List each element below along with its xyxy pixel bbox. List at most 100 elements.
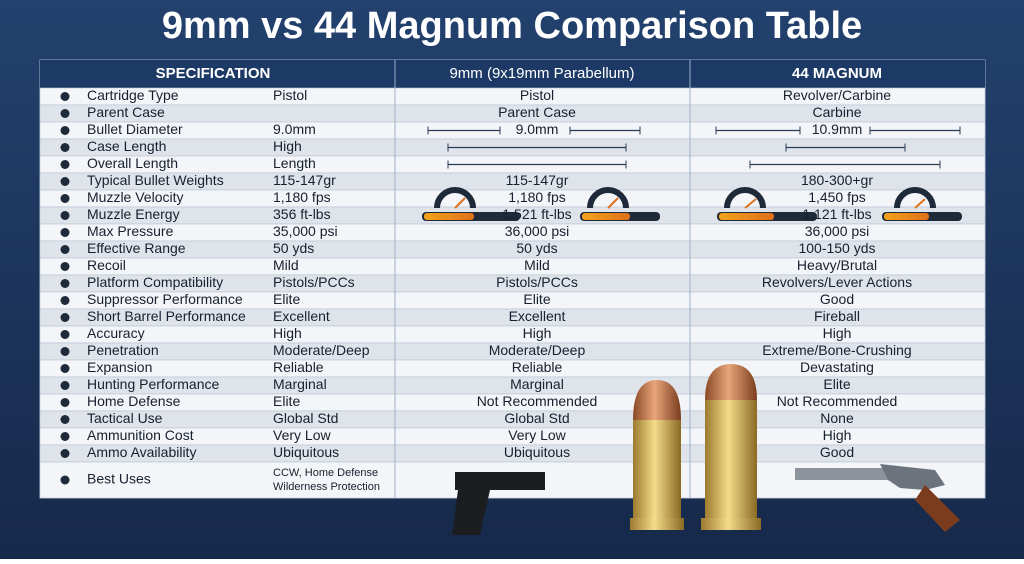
cell-9mm: 36,000 psi [505,223,570,239]
title: 9mm vs 44 Magnum Comparison Table [162,5,862,47]
row-icon [60,475,70,485]
row-icon [60,177,70,186]
cell-9mm: 1,180 fps [508,189,566,205]
column-header: 9mm (9x19mm Parabellum) [449,65,634,82]
column-header: SPECIFICATION [156,65,271,82]
cell-9mm: Excellent [509,308,566,324]
row-spec-value: Pistols/PCCs [273,274,355,290]
cell-9mm: Pistols/PCCs [496,274,578,290]
cell-44-magnum: Carbine [812,104,861,120]
row-icon [60,92,70,101]
row-label: Muzzle Velocity [87,189,183,205]
row-icon [60,313,70,322]
cell-44-magnum: Good [820,291,854,307]
row-spec-value: High [273,138,302,154]
row-spec-value: Pistol [273,87,307,103]
decorations [422,126,962,535]
cell-44-magnum: Good [820,444,854,460]
row-label: Accuracy [87,325,145,341]
row-label: Cartridge Type [87,87,179,103]
row-spec-value: Elite [273,291,300,307]
row-label: Hunting Performance [87,376,220,392]
cell-44-magnum: 180-300+gr [801,172,873,188]
cell-9mm: 115-147gr [506,172,569,188]
row-label: Best Uses [87,471,151,487]
row-icon [60,381,70,390]
row-label: Ammo Availability [87,444,196,460]
cell-44-magnum: Devastating [800,359,874,375]
row-icon [60,398,70,407]
cell-9mm: Ubiquitous [504,444,570,460]
row-label: Short Barrel Performance [87,308,246,324]
row-spec-value: Ubiquitous [273,444,339,460]
cell-44-magnum: None [820,410,854,426]
row-icon [60,449,70,458]
row-spec-value: Marginal [273,376,327,392]
row-label: Overall Length [87,155,178,171]
row-label: Platform Compatibility [87,274,223,290]
cell-9mm: Mild [524,257,550,273]
row-label: Tactical Use [87,410,163,426]
row-icon [60,194,70,203]
row-spec-value: Moderate/Deep [273,342,370,358]
row-spec-value: Reliable [273,359,324,375]
cell-44-magnum: Revolvers/Lever Actions [762,274,912,290]
row-label: Muzzle Energy [87,206,180,222]
cell-9mm: Pistol [520,87,554,103]
row-spec-value: 1,180 fps [273,189,331,205]
row-icon [60,109,70,118]
row-icon [60,415,70,424]
row-icon [60,296,70,305]
row-label: Penetration [87,342,159,358]
cell-9mm: Marginal [510,376,564,392]
row-spec-value: 356 ft-lbs [273,206,331,222]
row-spec-value: CCW, Home Defense [273,467,378,479]
row-spec-value: 115-147gr [273,172,336,188]
table-header [40,60,985,88]
row-label: Bullet Diameter [87,121,183,137]
row-label: Parent Case [87,104,165,120]
row-spec-value: Elite [273,393,300,409]
cell-44-magnum: Extreme/Bone-Crushing [762,342,911,358]
cell-44-magnum: Not Recommended [777,393,898,409]
row-icon [60,347,70,356]
cell-44-magnum: High [823,325,852,341]
cell-44-magnum: Revolver/Carbine [783,87,891,103]
row-icon [60,330,70,339]
cell-9mm: Parent Case [498,104,576,120]
cell-44-magnum: 1,450 fps [808,189,866,205]
row-icon [60,262,70,271]
cell-44-magnum: Heavy/Brutal [797,257,877,273]
row-label: Max Pressure [87,223,174,239]
row-spec-value: Wilderness Protection [273,481,380,493]
row-icon [60,245,70,254]
cell-9mm: 9.0mm [516,121,559,137]
row-spec-value: Very Low [273,427,331,443]
row-spec-value: 35,000 psi [273,223,338,239]
cell-44-magnum: 100-150 yds [798,240,875,256]
row-label: Ammunition Cost [87,427,194,443]
cell-9mm: Global Std [504,410,569,426]
row-icon [60,432,70,441]
row-label: Recoil [87,257,126,273]
row-label: Typical Bullet Weights [87,172,224,188]
row-spec-value: High [273,325,302,341]
row-icon [60,126,70,135]
cell-44-magnum: High [823,427,852,443]
row-label: Expansion [87,359,152,375]
row-spec-value: 9.0mm [273,121,316,137]
cell-44-magnum: Fireball [814,308,860,324]
row-label: Home Defense [87,393,181,409]
cell-44-magnum: 36,000 psi [805,223,870,239]
row-spec-value: Excellent [273,308,330,324]
row-label: Suppressor Performance [87,291,243,307]
row-spec-value: Global Std [273,410,338,426]
row-icon [60,364,70,373]
row-icon [60,279,70,288]
cell-9mm: 50 yds [516,240,557,256]
row-spec-value: Mild [273,257,299,273]
column-header: 44 MAGNUM [792,65,882,82]
row-icon [60,211,70,220]
